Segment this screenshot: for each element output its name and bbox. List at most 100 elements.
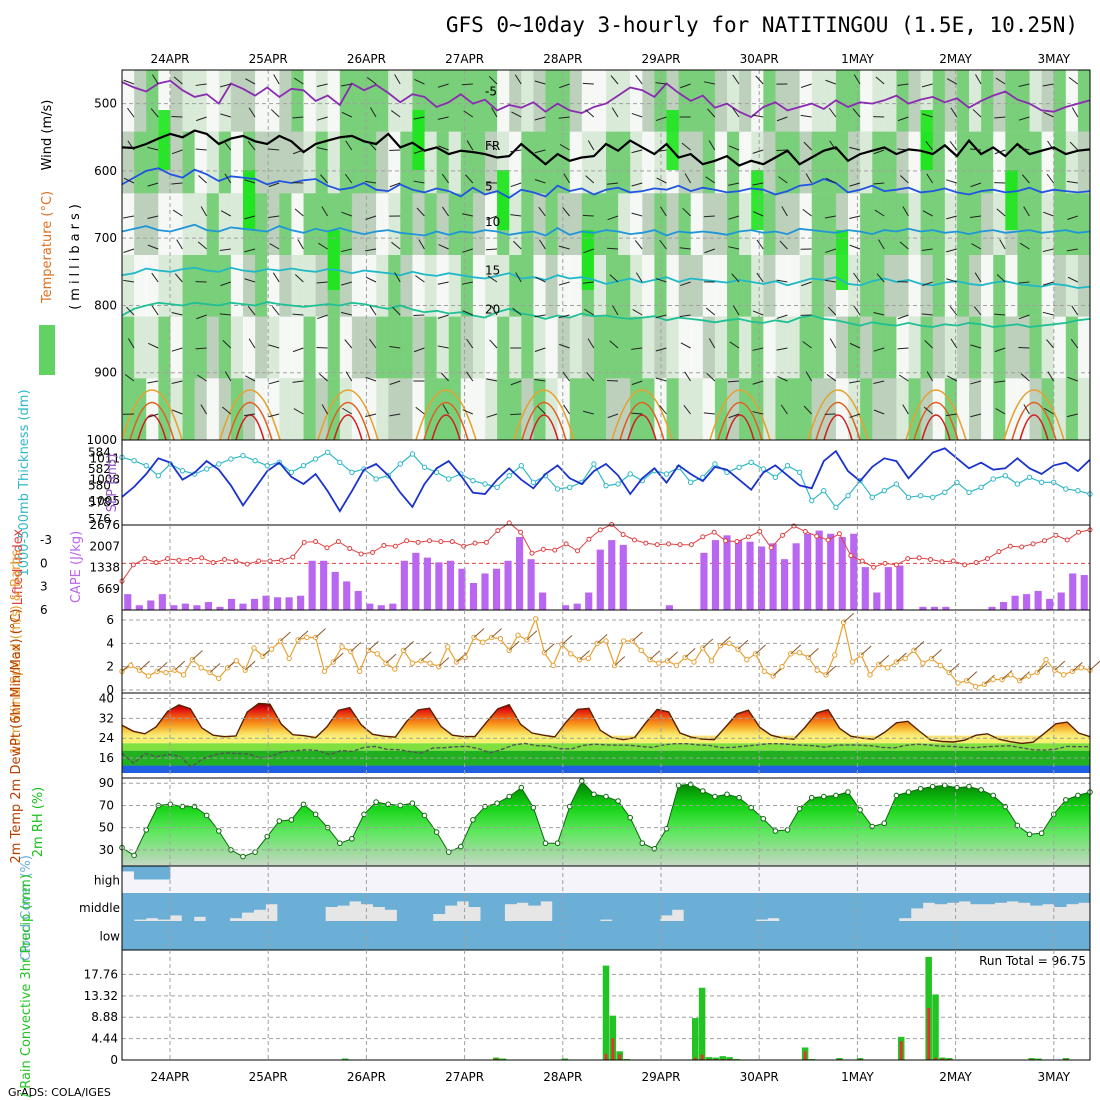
wind-barb bbox=[510, 380, 522, 386]
rh-shade-cell bbox=[485, 131, 498, 194]
surface-wind-barb bbox=[702, 638, 714, 649]
lifted-index-point bbox=[221, 556, 227, 562]
rh-shade-cell bbox=[678, 193, 692, 255]
temperature-area bbox=[122, 703, 1090, 744]
wind-barb bbox=[1066, 180, 1078, 184]
wind-barb bbox=[584, 308, 595, 316]
rh-shade-cell bbox=[243, 70, 256, 132]
cloud-cell-middle bbox=[408, 893, 422, 921]
surface-wind-barb bbox=[1001, 670, 1013, 680]
wind-barb bbox=[705, 307, 716, 316]
lifted-index-point bbox=[814, 533, 820, 539]
wind-barb bbox=[994, 380, 1006, 383]
wind-barb bbox=[463, 110, 474, 118]
wind-barb bbox=[655, 347, 667, 352]
rh-point bbox=[1038, 830, 1045, 837]
cape-bar bbox=[585, 592, 593, 610]
li-tick: 3 bbox=[40, 580, 48, 594]
wind-barb bbox=[679, 314, 691, 318]
rh-shade-cell bbox=[884, 193, 897, 255]
surface-wind-barb bbox=[737, 639, 749, 650]
rh-shade-cell bbox=[376, 193, 389, 255]
convective-precip-bar bbox=[693, 1057, 697, 1060]
rh-shade-cell bbox=[472, 255, 486, 317]
cape-bar bbox=[1023, 594, 1031, 610]
wind-barb bbox=[271, 306, 280, 316]
wind-barb bbox=[631, 412, 643, 415]
cloud-cell-low bbox=[133, 921, 147, 950]
wind-barb bbox=[123, 248, 135, 253]
cloud-cell-middle bbox=[456, 893, 470, 902]
cape-bar bbox=[262, 595, 270, 610]
wind-barb bbox=[705, 176, 716, 184]
rh-shade-cell bbox=[654, 255, 667, 317]
rh-shade-cell bbox=[606, 131, 619, 194]
cape-tick: 1338 bbox=[89, 561, 120, 575]
wind-barb bbox=[1043, 111, 1054, 118]
rh-shade-cell bbox=[509, 70, 522, 132]
rh-shade-cell bbox=[872, 316, 885, 379]
wind-barb bbox=[489, 339, 498, 349]
rh-shade-cell bbox=[170, 255, 183, 317]
wind-barb bbox=[708, 338, 716, 349]
top-date-label: 29APR bbox=[641, 52, 680, 66]
wind-barb bbox=[369, 305, 377, 316]
rh-point bbox=[530, 804, 537, 811]
rh-shade-cell bbox=[230, 193, 244, 255]
wind-barb bbox=[1043, 407, 1054, 415]
wind-barb bbox=[559, 343, 570, 349]
thickness-point bbox=[917, 492, 924, 499]
li-tick: 0 bbox=[40, 556, 48, 570]
cloud-cell-middle bbox=[432, 893, 446, 914]
wind-barb bbox=[534, 379, 546, 382]
rh-shade-cell bbox=[823, 70, 837, 132]
thickness-point bbox=[131, 457, 137, 464]
wind-barb bbox=[171, 347, 183, 352]
rh-saturated-cell bbox=[497, 170, 510, 230]
rh-shade-cell bbox=[775, 316, 788, 379]
rh-shade-cell bbox=[291, 193, 304, 255]
cloud-cell-middle bbox=[564, 893, 577, 921]
cloud-cell-middle bbox=[611, 893, 625, 921]
wind-barb bbox=[924, 340, 933, 349]
wind-barb bbox=[732, 74, 740, 85]
surface-wind-barb bbox=[667, 651, 678, 662]
rh-shade-cell bbox=[606, 378, 619, 440]
rh-shade-cell bbox=[714, 193, 728, 255]
cloud-cell-low bbox=[874, 921, 888, 950]
rh-shade-cell bbox=[303, 378, 317, 440]
cape-bar bbox=[781, 559, 789, 610]
wind-barb bbox=[801, 281, 812, 287]
wind-barb bbox=[635, 272, 643, 283]
wind-barb bbox=[365, 215, 377, 220]
rh-shade-cell bbox=[618, 316, 631, 379]
wind-barb bbox=[248, 107, 256, 118]
rh-shade-cell bbox=[1065, 316, 1079, 379]
rh-shade-cell bbox=[727, 316, 740, 379]
isotherm--5 bbox=[121, 79, 1091, 119]
lifted-index-point bbox=[358, 551, 364, 557]
cloud-cell-high bbox=[133, 866, 147, 880]
surface-wind-barb bbox=[860, 645, 872, 656]
wind-barb bbox=[803, 141, 812, 151]
cloud-cell-low bbox=[313, 921, 326, 950]
wind-barb bbox=[270, 109, 280, 118]
cape-bar bbox=[366, 603, 374, 610]
li-axis-label: Lifted Index bbox=[11, 528, 26, 605]
top-date-label: 3MAY bbox=[1037, 52, 1070, 66]
rh-shade-cell bbox=[315, 131, 329, 194]
cape-bar bbox=[769, 543, 777, 610]
wind-barb bbox=[510, 149, 522, 153]
cape-bar bbox=[861, 567, 869, 610]
rh-shade-cell bbox=[230, 255, 244, 317]
surface-wind-barb bbox=[350, 642, 362, 652]
rh-shade-cell bbox=[872, 193, 885, 255]
cape-tick: 2676 bbox=[89, 518, 120, 532]
lifted-index-point bbox=[529, 550, 535, 556]
precip-tick: 13.32 bbox=[84, 989, 118, 1003]
isotherm-5 bbox=[121, 167, 1091, 199]
rh-shade-cell bbox=[811, 316, 825, 379]
wind-speed-point bbox=[392, 666, 398, 672]
rh-shade-cell bbox=[1065, 378, 1079, 440]
wind-barb bbox=[587, 140, 595, 151]
